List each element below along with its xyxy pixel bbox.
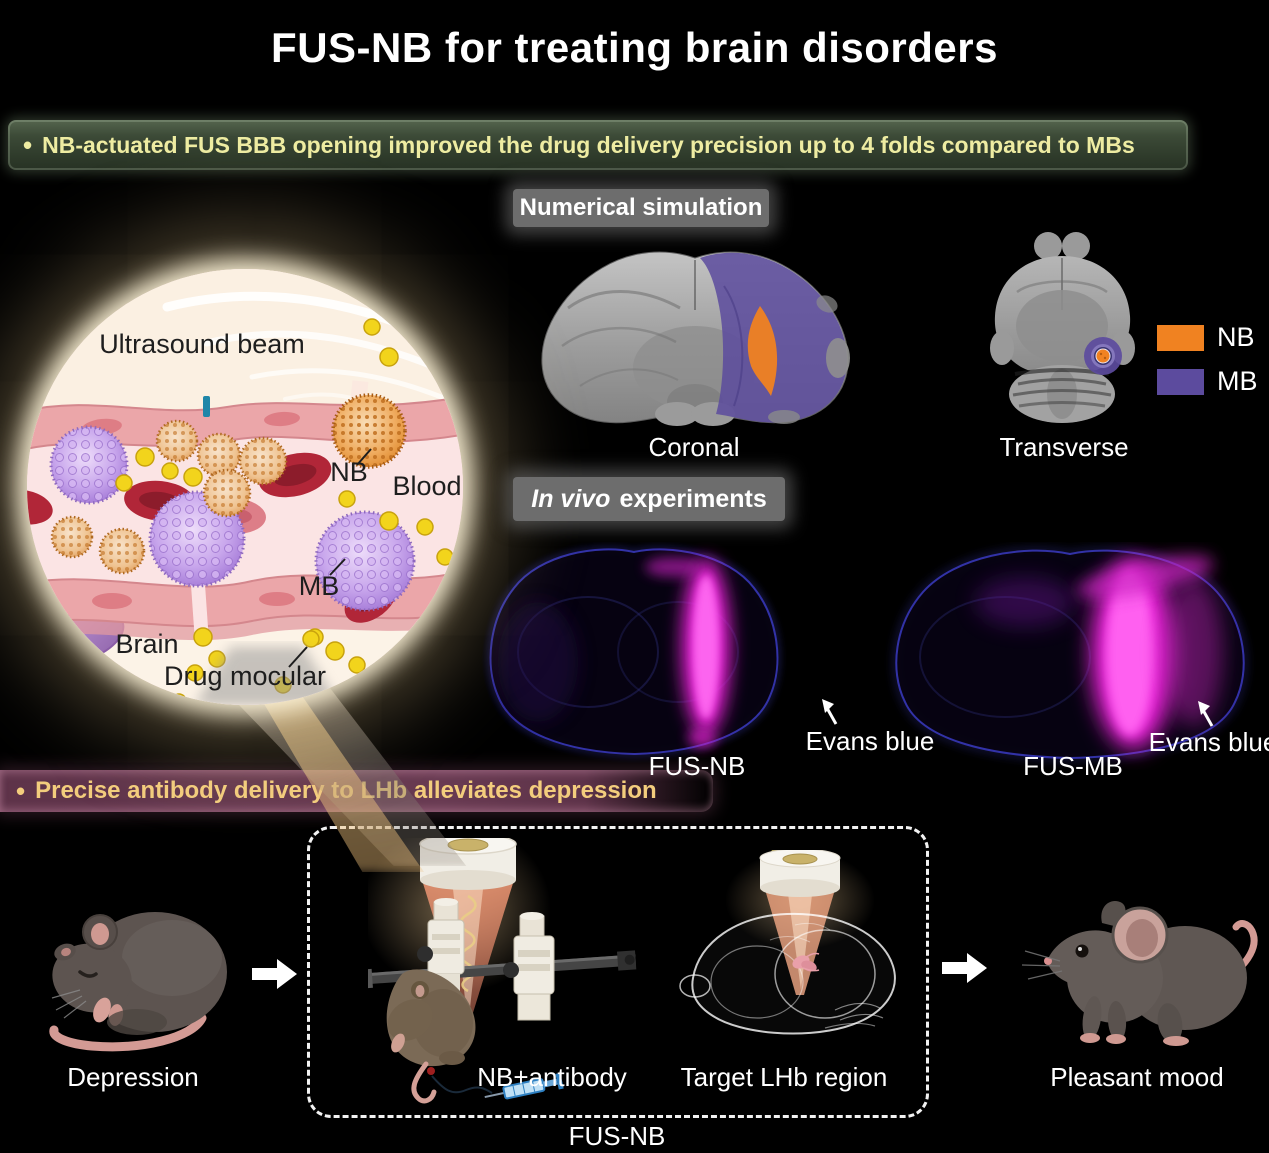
transverse-simulation-image (990, 232, 1135, 423)
fus-device-illustration (368, 838, 637, 1104)
treated-mouse (386, 969, 493, 1104)
ultrasound-beam-label: Ultrasound beam (99, 329, 305, 359)
drug-molecule-label: Drug mocular (164, 661, 326, 691)
section-label-in-vivo: In vivo experiments (513, 477, 785, 521)
fus-mb-slice-image (894, 548, 1246, 761)
legend-row-nb: NB (1157, 322, 1255, 353)
transducer-housing (759, 850, 841, 897)
in-vivo-italic: In vivo (531, 484, 611, 513)
legend-row-mb: MB (1157, 366, 1258, 397)
finding-nb-text: NB-actuated FUS BBB opening improved the… (42, 131, 1135, 158)
pleasant-mouse-illustration (1021, 901, 1258, 1046)
section-label-numerical-simulation: Numerical simulation (513, 189, 769, 227)
blood-label: Blood (392, 471, 461, 501)
injection-site (427, 1067, 435, 1075)
tight-junction-marker (203, 396, 210, 417)
target-lhb-illustration (679, 850, 896, 1035)
evans-blue-label-right: Evans blue (1148, 727, 1269, 757)
coronal-simulation-image (541, 251, 850, 426)
holder-right (503, 912, 555, 1021)
mouse-tail (411, 1061, 437, 1104)
legend-mb-label: MB (1217, 366, 1258, 396)
infusion-tube (431, 1075, 493, 1094)
microbubbles (49, 425, 416, 612)
nb-label: NB (330, 457, 368, 487)
bullet-icon: • (23, 130, 33, 160)
depression-mouse-illustration (49, 912, 227, 1052)
page-title: FUS-NB for treating brain disorders (271, 24, 998, 71)
mb-color-swatch (1157, 368, 1204, 395)
fus-mb-slice-label: FUS-MB (1023, 751, 1123, 781)
nb-region-overlay (747, 306, 778, 396)
arrow-right-icon (252, 959, 297, 989)
evans-blue-label-left: Evans blue (805, 726, 935, 756)
legend-nb-label: NB (1217, 322, 1255, 352)
coronal-label: Coronal (648, 432, 740, 462)
target-focus-rings (1084, 337, 1122, 375)
transverse-label: Transverse (999, 432, 1129, 462)
mb-label: MB (299, 571, 340, 601)
evans-blue-arrow-right (1198, 701, 1214, 727)
brain-wireframe (679, 912, 896, 1035)
nb-color-swatch (1157, 324, 1204, 351)
in-vivo-rest: experiments (619, 484, 767, 513)
syringe-icon (484, 1072, 564, 1100)
coil-detail (459, 894, 477, 993)
nb-antibody-label: NB+antibody (477, 1062, 627, 1092)
finding-banner-nb: • NB-actuated FUS BBB opening improved t… (8, 120, 1188, 170)
vessel-magnifier-circle: Ultrasound beam NB Blood MB Brain Drug m… (27, 269, 463, 705)
bullet-icon: • (16, 776, 26, 806)
drug-molecules (115, 281, 454, 705)
pleasant-mood-label: Pleasant mood (1050, 1062, 1224, 1092)
arrow-right-icon (942, 953, 987, 983)
fus-nb-box-label: FUS-NB (568, 1121, 666, 1151)
nanobubbles (50, 393, 407, 575)
lhb-region (792, 952, 820, 972)
target-lhb-label: Target LHb region (680, 1062, 888, 1092)
numerical-simulation-text: Numerical simulation (519, 194, 763, 221)
fus-nb-slice-image (488, 547, 780, 757)
evans-blue-arrow-left (822, 699, 838, 725)
depression-label: Depression (67, 1062, 199, 1092)
fus-nb-procedure-box (307, 826, 929, 1118)
vessel-inset-illustration: Ultrasound beam NB Blood MB Brain Drug m… (27, 269, 463, 705)
fus-nb-slice-label: FUS-NB (648, 751, 746, 781)
brain-label: Brain (115, 629, 178, 659)
beam-exit-shadow (195, 647, 339, 705)
